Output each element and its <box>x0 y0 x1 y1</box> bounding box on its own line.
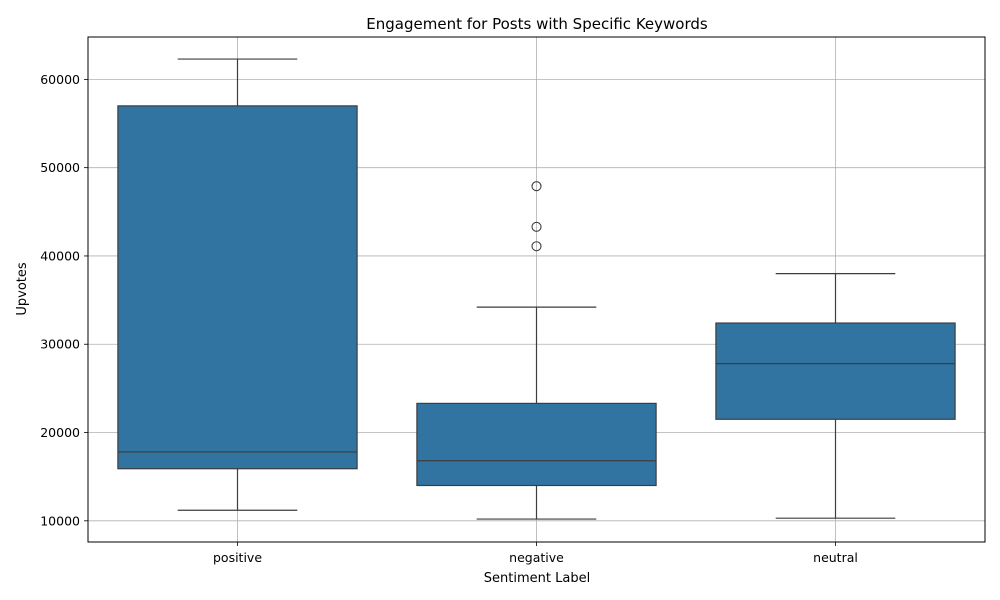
outlier-point <box>531 241 542 252</box>
iqr-box <box>117 105 358 470</box>
box-positive <box>117 58 358 511</box>
iqr-box <box>416 402 657 487</box>
y-tick-label: 20000 <box>40 425 80 440</box>
chart-title: Engagement for Posts with Specific Keywo… <box>366 15 708 33</box>
y-axis-title: Upvotes <box>15 262 30 316</box>
box-negative <box>416 181 657 520</box>
y-tick-label: 10000 <box>40 513 80 528</box>
x-tick-label: positive <box>213 550 262 565</box>
outlier-point <box>531 221 542 232</box>
y-tick-label: 50000 <box>40 160 80 175</box>
y-tick-label: 30000 <box>40 337 80 352</box>
x-tick-label: negative <box>509 550 564 565</box>
iqr-box <box>715 322 956 420</box>
x-axis-title: Sentiment Label <box>484 571 590 586</box>
ticks: 10000 20000 30000 40000 50000 60000 positive ne… <box>40 72 858 565</box>
boxes <box>117 58 956 520</box>
y-tick-label: 60000 <box>40 72 80 87</box>
y-tick-label: 40000 <box>40 248 80 263</box>
outlier-point <box>531 181 542 192</box>
box-neutral <box>715 273 956 519</box>
x-tick-label: neutral <box>813 550 858 565</box>
